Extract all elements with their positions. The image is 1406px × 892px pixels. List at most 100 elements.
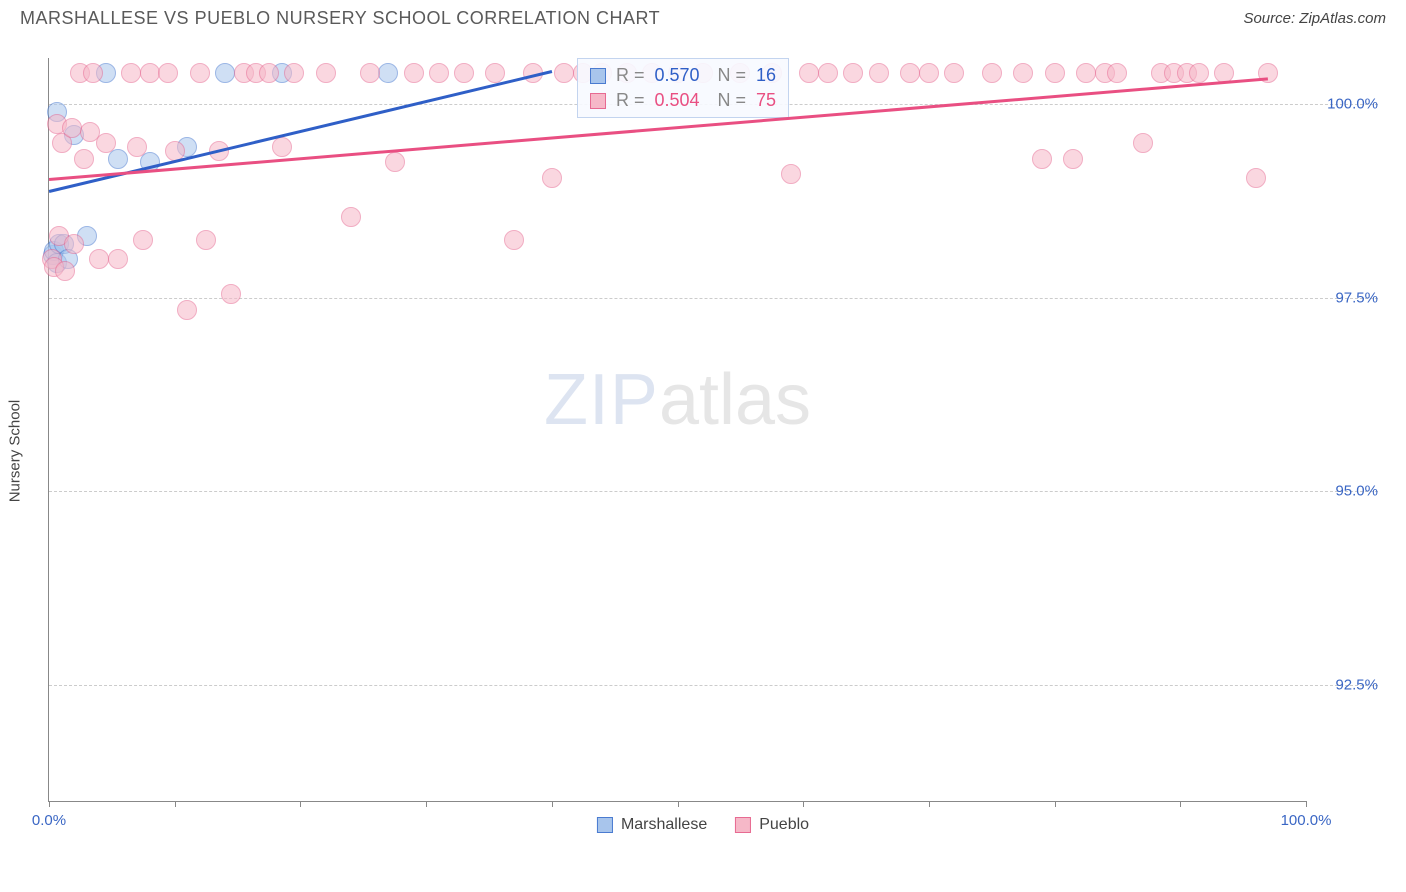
stats-box: R = 0.570 N = 16 R = 0.504 N = 75: [577, 58, 789, 118]
data-point: [1189, 63, 1209, 83]
legend-swatch-icon: [735, 817, 751, 833]
stat-n-value: 16: [756, 65, 776, 86]
data-point: [158, 63, 178, 83]
x-tick: [426, 801, 427, 807]
data-point: [196, 230, 216, 250]
data-point: [1032, 149, 1052, 169]
x-tick: [175, 801, 176, 807]
chart-source: Source: ZipAtlas.com: [1243, 10, 1386, 27]
x-tick: [803, 801, 804, 807]
data-point: [1076, 63, 1096, 83]
gridline: [49, 298, 1378, 299]
gridline: [49, 685, 1378, 686]
plot-area: ZIPatlas 92.5%95.0%97.5%100.0%0.0%100.0%…: [48, 58, 1306, 802]
stat-n-value: 75: [756, 90, 776, 111]
y-tick-label: 100.0%: [1314, 96, 1378, 113]
legend-label: Marshallese: [621, 816, 707, 834]
data-point: [177, 300, 197, 320]
data-point: [900, 63, 920, 83]
y-tick-label: 97.5%: [1314, 289, 1378, 306]
legend-item: Pueblo: [735, 816, 809, 834]
chart-header: MARSHALLESE VS PUEBLO NURSERY SCHOOL COR…: [0, 0, 1406, 29]
x-tick: [1180, 801, 1181, 807]
data-point: [360, 63, 380, 83]
y-axis-label: Nursery School: [7, 400, 24, 503]
data-point: [504, 230, 524, 250]
x-tick: [1055, 801, 1056, 807]
data-point: [64, 234, 84, 254]
data-point: [127, 137, 147, 157]
data-point: [55, 261, 75, 281]
legend-label: Pueblo: [759, 816, 809, 834]
data-point: [121, 63, 141, 83]
data-point: [62, 118, 82, 138]
data-point: [1045, 63, 1065, 83]
data-point: [1258, 63, 1278, 83]
legend-swatch-icon: [597, 817, 613, 833]
watermark-text-a: ZIP: [544, 360, 659, 440]
x-tick: [1306, 801, 1307, 807]
data-point: [341, 207, 361, 227]
data-point: [404, 63, 424, 83]
stats-row: R = 0.570 N = 16: [590, 63, 776, 88]
stat-n-label: N =: [718, 65, 747, 86]
stat-r-label: R =: [616, 65, 645, 86]
data-point: [542, 168, 562, 188]
data-point: [316, 63, 336, 83]
data-point: [140, 63, 160, 83]
data-point: [385, 152, 405, 172]
data-point: [485, 63, 505, 83]
chart-container: Nursery School ZIPatlas 92.5%95.0%97.5%1…: [20, 50, 1386, 852]
data-point: [454, 63, 474, 83]
x-tick-label: 0.0%: [32, 812, 66, 829]
data-point: [215, 63, 235, 83]
x-tick: [552, 801, 553, 807]
data-point: [869, 63, 889, 83]
data-point: [83, 63, 103, 83]
data-point: [1063, 149, 1083, 169]
chart-title: MARSHALLESE VS PUEBLO NURSERY SCHOOL COR…: [20, 8, 660, 29]
data-point: [429, 63, 449, 83]
data-point: [259, 63, 279, 83]
x-tick: [300, 801, 301, 807]
data-point: [799, 63, 819, 83]
stat-n-label: N =: [718, 90, 747, 111]
data-point: [96, 133, 116, 153]
data-point: [378, 63, 398, 83]
stats-row: R = 0.504 N = 75: [590, 88, 776, 113]
gridline: [49, 491, 1378, 492]
legend-item: Marshallese: [597, 816, 707, 834]
legend-swatch-icon: [590, 68, 606, 84]
data-point: [1133, 133, 1153, 153]
x-tick: [929, 801, 930, 807]
data-point: [554, 63, 574, 83]
legend-swatch-icon: [590, 93, 606, 109]
data-point: [1013, 63, 1033, 83]
data-point: [781, 164, 801, 184]
data-point: [1107, 63, 1127, 83]
stat-r-label: R =: [616, 90, 645, 111]
data-point: [74, 149, 94, 169]
data-point: [843, 63, 863, 83]
legend: Marshallese Pueblo: [597, 816, 809, 834]
data-point: [89, 249, 109, 269]
data-point: [221, 284, 241, 304]
data-point: [108, 149, 128, 169]
x-tick-label: 100.0%: [1281, 812, 1332, 829]
data-point: [108, 249, 128, 269]
y-tick-label: 92.5%: [1314, 676, 1378, 693]
stat-r-value: 0.504: [654, 90, 699, 111]
data-point: [919, 63, 939, 83]
data-point: [284, 63, 304, 83]
data-point: [944, 63, 964, 83]
data-point: [133, 230, 153, 250]
y-tick-label: 95.0%: [1314, 483, 1378, 500]
stat-r-value: 0.570: [654, 65, 699, 86]
watermark-text-b: atlas: [659, 360, 811, 440]
watermark: ZIPatlas: [544, 359, 811, 441]
data-point: [1246, 168, 1266, 188]
data-point: [190, 63, 210, 83]
data-point: [272, 137, 292, 157]
x-tick: [49, 801, 50, 807]
x-tick: [678, 801, 679, 807]
